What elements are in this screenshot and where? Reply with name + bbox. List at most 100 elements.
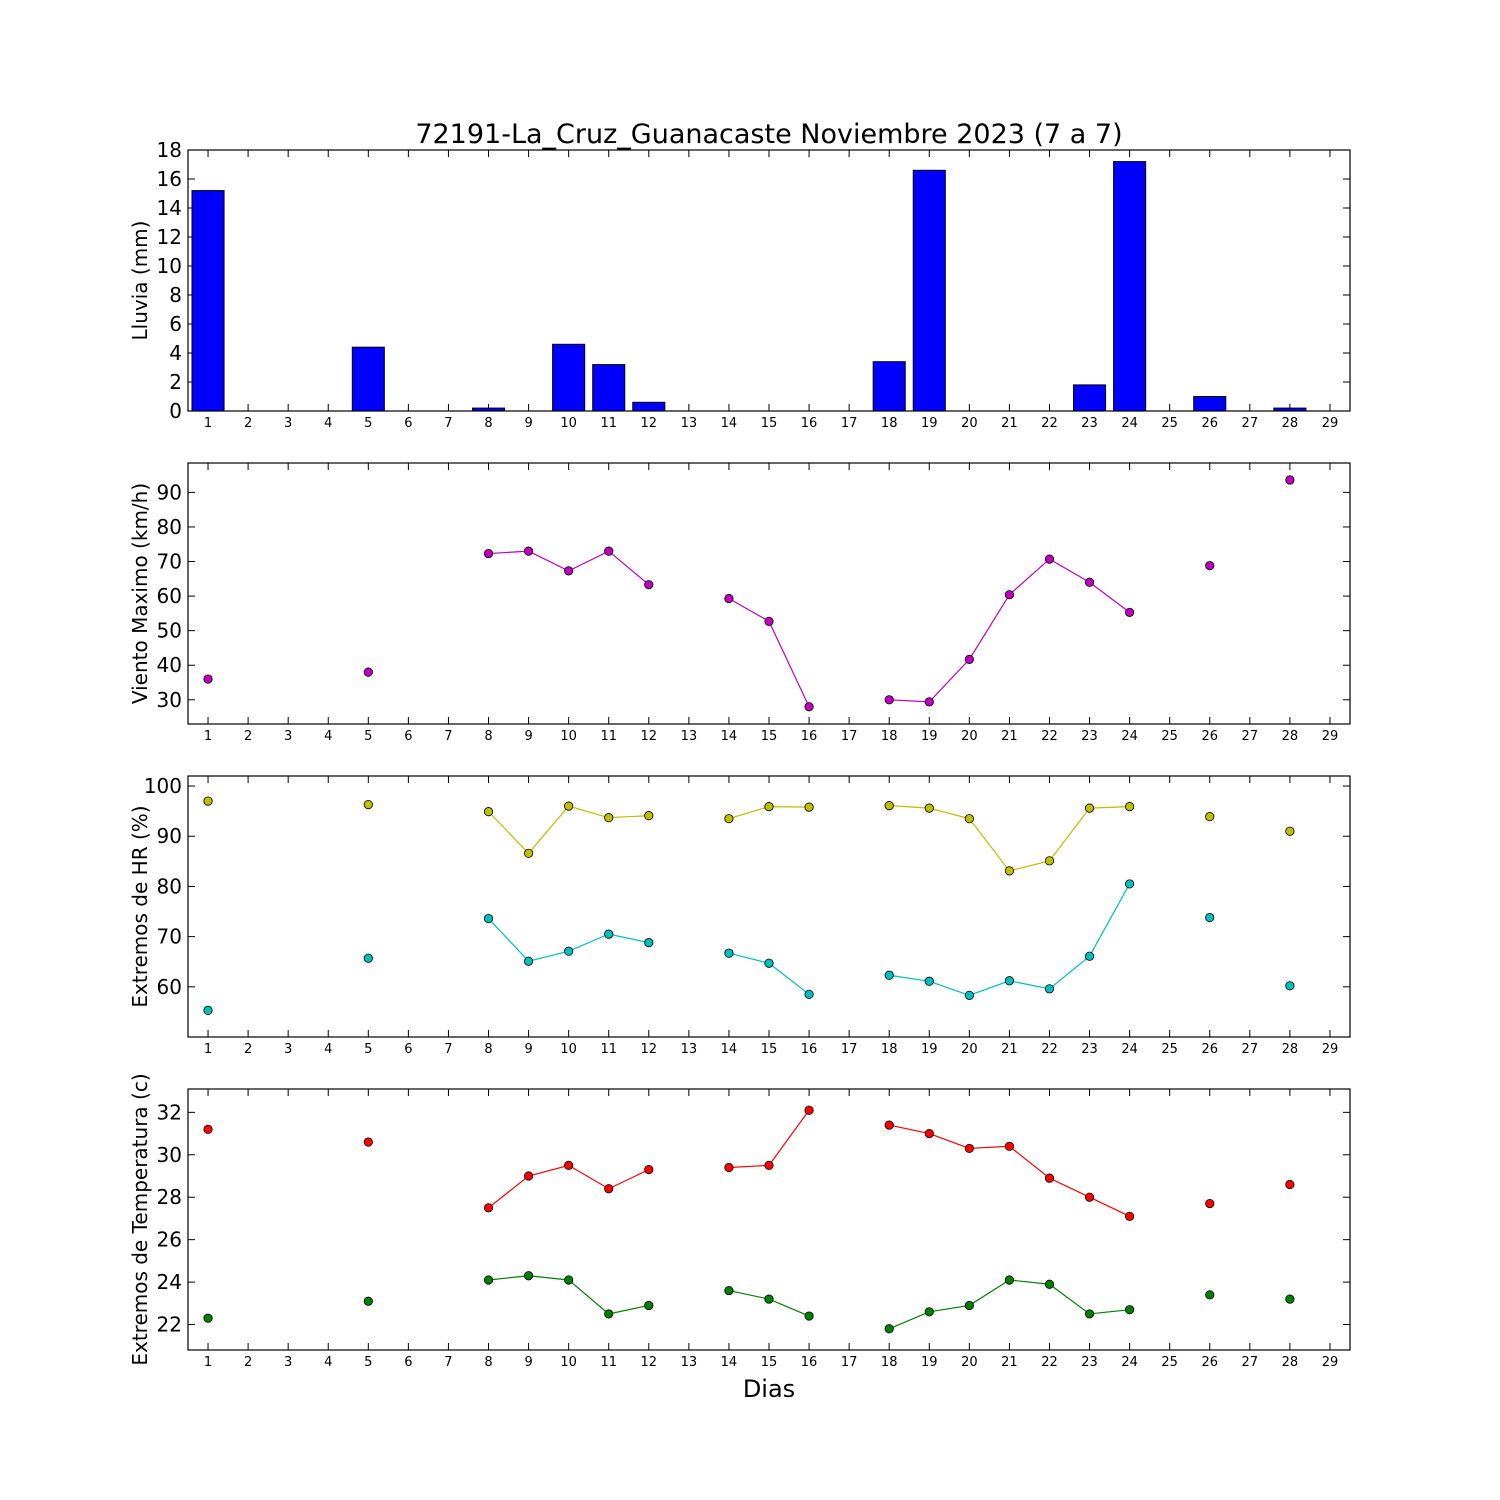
x-tick-label: 26 bbox=[1201, 1355, 1218, 1370]
x-tick-label: 23 bbox=[1081, 729, 1098, 744]
series-1-point-day-16 bbox=[804, 802, 814, 812]
series-1-point-day-8 bbox=[483, 548, 494, 559]
series-1-line bbox=[889, 805, 1130, 872]
series-1-point-day-20 bbox=[964, 1143, 974, 1154]
y-axis-label: Extremos de HR (%) bbox=[128, 805, 152, 1007]
series-1-point-day-28 bbox=[1285, 1179, 1295, 1190]
series-2-point-day-20 bbox=[964, 990, 974, 1000]
y-tick-label: 100 bbox=[144, 774, 182, 798]
y-tick-label: 26 bbox=[157, 1228, 182, 1252]
series-2-point-day-23 bbox=[1084, 1309, 1095, 1319]
x-tick-label: 12 bbox=[641, 729, 658, 744]
series-1-point-day-22 bbox=[1044, 1173, 1055, 1183]
x-tick-label: 3 bbox=[284, 729, 292, 744]
x-tick-label: 17 bbox=[841, 1042, 858, 1057]
y-tick-label: 70 bbox=[157, 550, 182, 574]
y-tick-label: 90 bbox=[157, 480, 182, 504]
x-tick-label: 29 bbox=[1322, 416, 1339, 431]
plot-frame bbox=[187, 149, 1351, 412]
x-tick-label: 4 bbox=[324, 1355, 332, 1370]
y-tick-label: 24 bbox=[157, 1270, 182, 1294]
x-tick-label: 10 bbox=[560, 416, 577, 431]
x-tick-label: 27 bbox=[1242, 416, 1259, 431]
y-tick-label: 14 bbox=[157, 196, 182, 220]
x-tick-label: 28 bbox=[1282, 416, 1299, 431]
y-tick-label: 60 bbox=[157, 584, 182, 608]
x-tick-label: 29 bbox=[1322, 1355, 1339, 1370]
x-tick-label: 21 bbox=[1001, 1355, 1018, 1370]
series-2-point-day-12 bbox=[644, 938, 654, 948]
series-1-point-day-26 bbox=[1205, 812, 1215, 822]
plot-frame bbox=[187, 462, 1351, 725]
series-2-point-day-1 bbox=[203, 1005, 213, 1015]
x-tick-label: 2 bbox=[244, 416, 252, 431]
y-axis-label: Viento Maximo (km/h) bbox=[128, 483, 152, 704]
x-tick-label: 28 bbox=[1282, 729, 1299, 744]
series-1-point-day-12 bbox=[644, 1165, 654, 1175]
x-tick-label: 8 bbox=[484, 729, 492, 744]
plot-frame bbox=[187, 1088, 1351, 1351]
series-2-point-day-24 bbox=[1125, 879, 1135, 889]
series-1-point-day-9 bbox=[523, 848, 534, 858]
bar-day-5 bbox=[351, 346, 385, 412]
series-1-point-day-10 bbox=[564, 1160, 574, 1170]
series-1-point-day-1 bbox=[203, 674, 213, 684]
x-tick-label: 12 bbox=[641, 1355, 658, 1370]
series-1-line bbox=[488, 1164, 650, 1209]
x-tick-label: 26 bbox=[1201, 1042, 1218, 1057]
x-tick-label: 16 bbox=[801, 1042, 818, 1057]
series-2-point-day-1 bbox=[203, 1313, 213, 1323]
series-2-point-day-8 bbox=[483, 1275, 494, 1285]
x-tick-label: 9 bbox=[524, 416, 532, 431]
series-2-point-day-19 bbox=[924, 1307, 934, 1317]
x-tick-label: 1 bbox=[204, 1355, 212, 1370]
series-1-line bbox=[728, 1109, 810, 1169]
series-1-point-day-9 bbox=[523, 1171, 534, 1181]
series-1-point-day-16 bbox=[804, 1105, 814, 1115]
series-1-point-day-15 bbox=[764, 616, 774, 626]
x-tick-label: 26 bbox=[1201, 729, 1218, 744]
series-1-point-day-1 bbox=[203, 1124, 213, 1134]
x-tick-label: 6 bbox=[404, 1042, 412, 1057]
x-tick-label: 3 bbox=[284, 416, 292, 431]
series-2-point-day-16 bbox=[804, 1311, 814, 1321]
series-1-point-day-21 bbox=[1004, 590, 1015, 600]
x-tick-label: 26 bbox=[1201, 416, 1218, 431]
y-axis-label: Extremos de Temperatura (c) bbox=[128, 1073, 152, 1365]
series-1-point-day-24 bbox=[1125, 1211, 1135, 1221]
series-1-point-day-14 bbox=[724, 814, 734, 824]
series-1-point-day-20 bbox=[964, 654, 974, 664]
x-tick-label: 17 bbox=[841, 416, 858, 431]
x-tick-label: 9 bbox=[524, 1042, 532, 1057]
series-2-point-day-14 bbox=[724, 1285, 734, 1296]
x-tick-label: 18 bbox=[881, 416, 898, 431]
x-tick-label: 10 bbox=[560, 1355, 577, 1370]
y-tick-label: 80 bbox=[157, 874, 182, 898]
series-2-point-day-9 bbox=[523, 1271, 534, 1281]
series-2-point-day-21 bbox=[1004, 1275, 1015, 1285]
series-2-point-day-12 bbox=[644, 1300, 654, 1311]
x-tick-label: 16 bbox=[801, 416, 818, 431]
series-1-point-day-24 bbox=[1125, 607, 1135, 617]
x-tick-label: 18 bbox=[881, 1355, 898, 1370]
series-1-point-day-1 bbox=[203, 796, 213, 806]
x-tick-label: 5 bbox=[364, 416, 372, 431]
series-1-point-day-19 bbox=[924, 1128, 934, 1139]
x-tick-label: 4 bbox=[324, 416, 332, 431]
x-tick-label: 11 bbox=[600, 416, 617, 431]
bar-day-19 bbox=[912, 169, 946, 412]
x-tick-label: 13 bbox=[681, 1355, 698, 1370]
y-tick-label: 60 bbox=[157, 975, 182, 999]
series-1-point-day-11 bbox=[604, 546, 614, 556]
series-1-point-day-12 bbox=[644, 811, 654, 821]
series-1-point-day-5 bbox=[363, 1137, 373, 1147]
x-tick-label: 8 bbox=[484, 1355, 492, 1370]
series-1-point-day-26 bbox=[1205, 561, 1215, 571]
series-1-point-day-23 bbox=[1084, 803, 1095, 813]
y-tick-label: 4 bbox=[169, 341, 182, 365]
x-tick-label: 21 bbox=[1001, 1042, 1018, 1057]
x-tick-label: 14 bbox=[721, 1355, 738, 1370]
series-1-line bbox=[728, 597, 810, 707]
